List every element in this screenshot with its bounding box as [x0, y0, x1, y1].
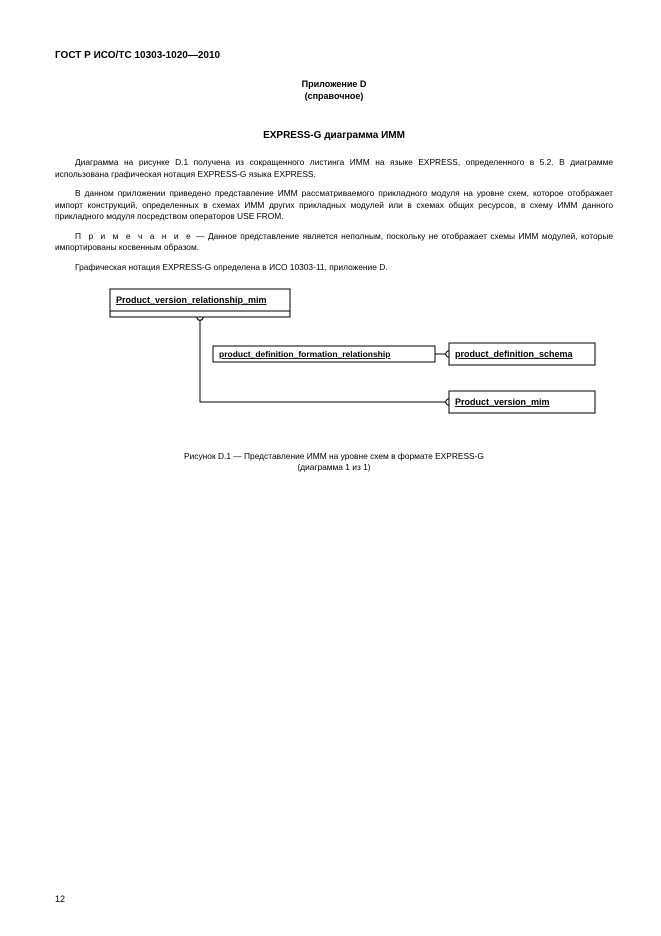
document-id: ГОСТ Р ИСО/ТС 10303-1020—2010 [55, 50, 613, 61]
annex-line1: Приложение D [302, 79, 367, 89]
page-number: 12 [55, 894, 65, 904]
paragraph-1: Диаграмма на рисунке D.1 получена из сок… [55, 157, 613, 180]
svg-text:product_definition_schema: product_definition_schema [455, 349, 574, 359]
note-paragraph: П р и м е ч а н и е — Данное представлен… [55, 231, 613, 254]
section-title: EXPRESS-G диаграмма ИММ [55, 130, 613, 141]
figure-d1: Product_version_relationship_mim product_… [55, 281, 613, 441]
paragraph-3: Графическая нотация EXPRESS-G определена… [55, 262, 613, 273]
annex-line2: (справочное) [305, 91, 364, 101]
paragraph-2: В данном приложении приведено представле… [55, 188, 613, 222]
figcaption-line2: (диаграмма 1 из 1) [297, 462, 370, 472]
figcaption-line1: Рисунок D.1 — Представление ИММ на уровн… [184, 451, 484, 461]
figure-caption: Рисунок D.1 — Представление ИММ на уровн… [55, 451, 613, 473]
svg-text:Product_version_relationship_m: Product_version_relationship_mim [116, 295, 267, 305]
annex-heading: Приложение D (справочное) [55, 79, 613, 102]
note-label: П р и м е ч а н и е [75, 231, 193, 241]
svg-text:Product_version_mim: Product_version_mim [455, 397, 550, 407]
svg-text:product_definition_formation_r: product_definition_formation_relationshi… [219, 349, 390, 359]
